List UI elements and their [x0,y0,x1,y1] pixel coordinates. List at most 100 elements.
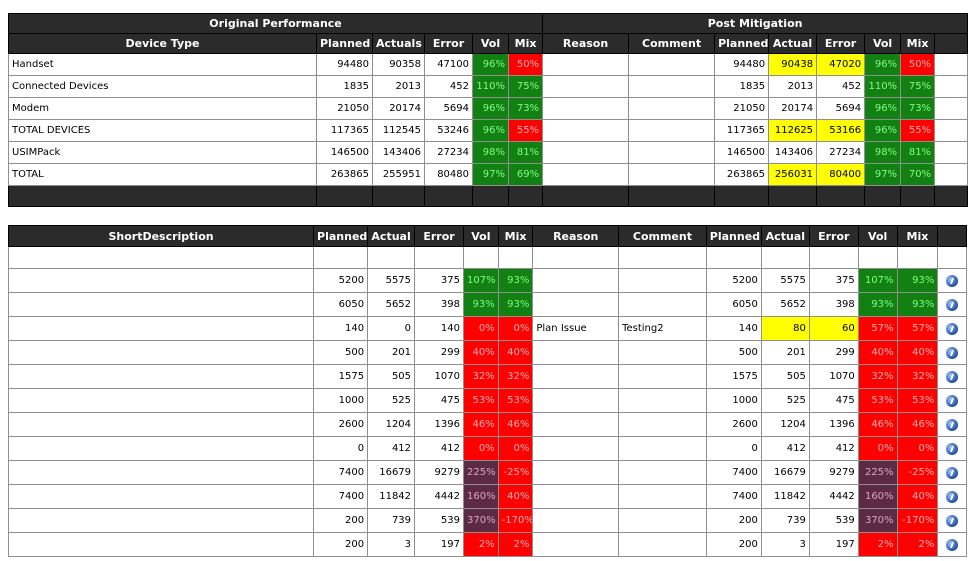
edit-cell[interactable] [937,508,967,533]
col-post-vol[interactable]: Vol [864,33,902,54]
comment-cell[interactable] [618,340,707,365]
edit-cell[interactable] [937,412,967,437]
reason-cell[interactable] [532,460,620,485]
planned-cell: 94480 [316,53,373,76]
edit-cell[interactable] [937,532,967,557]
col-comment[interactable]: Comment [628,33,716,54]
planned-cell: 146500 [316,141,373,164]
reason-cell[interactable] [542,119,630,142]
edit-info-icon[interactable] [946,514,959,527]
edit-info-icon[interactable] [946,418,959,431]
reason-cell[interactable]: Plan Issue [532,316,620,341]
planned-cell: 1575 [313,364,369,389]
error-cell: 27234 [424,141,473,164]
col-short-description[interactable]: ShortDescription [7,225,315,247]
comment-cell[interactable] [618,508,707,533]
reason-cell[interactable] [532,364,620,389]
col-error[interactable]: Error [424,33,473,54]
edit-cell[interactable] [937,484,967,509]
reason-cell[interactable] [532,268,620,293]
comment-cell[interactable] [618,436,707,461]
edit-info-icon[interactable] [946,442,959,455]
table-row: 200 739 539 370% -170% 200 739 539 370% -170% [7,508,967,533]
comment-cell[interactable] [628,119,716,142]
edit-info-icon[interactable] [946,394,959,407]
comment-cell[interactable] [618,388,707,413]
edit-info-icon[interactable] [946,298,959,311]
reason-cell[interactable] [542,75,630,98]
reason-cell[interactable] [532,292,620,317]
comment-cell[interactable] [628,97,716,120]
reason-cell[interactable] [542,163,630,186]
col-vol[interactable]: Vol [463,225,499,247]
edit-info-icon[interactable] [946,490,959,503]
post-mix-cell: 53% [896,388,939,413]
edit-cell[interactable] [937,436,967,461]
edit-cell[interactable] [937,340,967,365]
col-mix[interactable]: Mix [497,225,534,247]
comment-cell[interactable] [618,412,707,437]
col-error[interactable]: Error [414,225,464,247]
col-post-mix[interactable]: Mix [900,33,936,54]
description-filter-cell[interactable] [7,246,315,269]
edit-info-icon[interactable] [946,274,959,287]
edit-cell[interactable] [937,268,967,293]
col-device-type[interactable]: Device Type [8,33,317,54]
col-post-error[interactable]: Error [808,225,859,247]
reason-cell[interactable] [532,412,620,437]
reason-cell[interactable] [542,53,630,76]
col-planned[interactable]: Planned [313,225,369,247]
short-description-cell [7,316,315,341]
comment-cell[interactable] [618,268,707,293]
reason-cell[interactable] [532,436,620,461]
col-planned[interactable]: Planned [316,33,373,54]
comment-cell[interactable] [618,364,707,389]
edit-cell[interactable] [937,388,967,413]
edit-info-icon[interactable] [946,466,959,479]
reason-cell[interactable] [532,508,620,533]
reason-cell[interactable] [542,97,630,120]
comment-cell[interactable] [628,75,716,98]
edit-cell[interactable] [937,460,967,485]
actual-cell: 16679 [367,460,416,485]
edit-info-icon[interactable] [946,538,959,551]
col-post-planned[interactable]: Planned [714,33,770,54]
comment-cell[interactable] [628,163,716,186]
table-row: 140 0 140 0% 0% Plan Issue Testing2 140 80 60 57% 5… [7,316,967,341]
comment-cell[interactable] [618,532,707,557]
edit-cell[interactable] [937,292,967,317]
comment-cell[interactable] [618,484,707,509]
col-post-actual[interactable]: Actual [760,225,810,247]
col-actual[interactable]: Actual [367,225,416,247]
col-post-planned[interactable]: Planned [705,225,762,247]
col-mix[interactable]: Mix [507,33,544,54]
edit-info-icon[interactable] [946,346,959,359]
col-comment[interactable]: Comment [618,225,707,247]
reason-cell[interactable] [532,340,620,365]
comment-cell[interactable] [628,53,716,76]
reason-cell[interactable] [532,484,620,509]
col-actuals[interactable]: Actuals [372,33,425,54]
reason-cell[interactable] [542,141,630,164]
col-reason[interactable]: Reason [532,225,620,247]
edit-cell[interactable] [937,316,967,341]
comment-cell[interactable] [618,460,707,485]
edit-cell[interactable] [937,364,967,389]
error-cell: 398 [414,292,464,317]
comment-cell[interactable]: Testing2 [618,316,707,341]
col-post-mix[interactable]: Mix [896,225,939,247]
col-post-actual[interactable]: Actual [768,33,818,54]
comment-cell[interactable] [628,141,716,164]
col-reason[interactable]: Reason [542,33,630,54]
vol-cell: 0% [463,316,499,341]
col-post-vol[interactable]: Vol [857,225,898,247]
post-planned-cell: 0 [705,436,762,461]
edit-info-icon[interactable] [946,322,959,335]
reason-cell[interactable] [532,532,620,557]
short-description-cell [7,484,315,509]
reason-cell[interactable] [532,388,620,413]
comment-cell[interactable] [618,292,707,317]
col-post-error[interactable]: Error [816,33,866,54]
col-vol[interactable]: Vol [472,33,509,54]
edit-info-icon[interactable] [946,370,959,383]
